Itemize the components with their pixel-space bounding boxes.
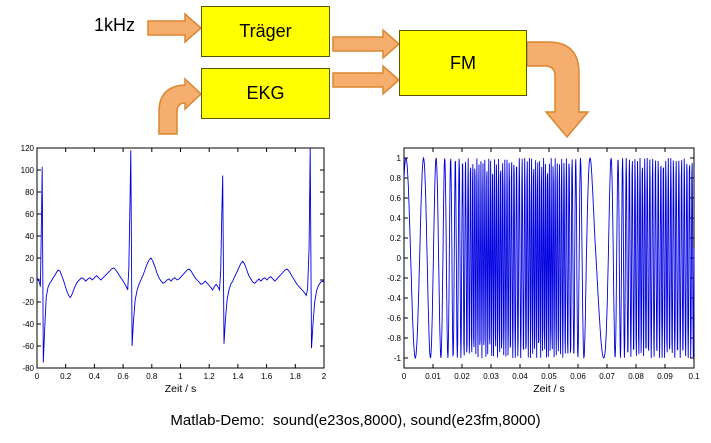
x-tick-label: 0.01: [425, 372, 441, 381]
ekg-plot: 0 0.2 0.4 0.6 0.8 1 1.2 1.4 1.6 1.8 2 -80 -60 -40 -20 0…: [8, 142, 330, 400]
traeger-box-label: Träger: [239, 21, 292, 41]
traeger-box: Träger: [201, 6, 330, 57]
arrow-ekg-to-fm: [332, 64, 401, 96]
x-tick-label: 1.6: [261, 372, 273, 381]
arrow-traeger-to-fm: [332, 28, 401, 60]
y-tick-label: 1: [397, 154, 402, 163]
fm-box-label: FM: [450, 52, 476, 73]
y-tick-label: 100: [21, 166, 35, 175]
y-tick-label: -60: [22, 342, 34, 351]
caption: Matlab-Demo: sound(e23os,8000), sound(e2…: [170, 412, 541, 429]
signal-trace: [36, 147, 325, 363]
plot-frame: [36, 147, 325, 369]
x-tick-label: 2: [322, 372, 327, 381]
y-tick-label: -20: [22, 298, 34, 307]
diagram-arrows: [147, 12, 590, 139]
x-axis-label: Zeit / s: [533, 383, 565, 395]
y-tick-label: -80: [22, 364, 34, 373]
x-tick-label: 0.04: [512, 372, 528, 381]
x-tick-label: 0.8: [146, 372, 158, 381]
y-tick-label: -0.4: [387, 294, 401, 303]
y-tick-label: -40: [22, 320, 34, 329]
x-tick-label: 0.6: [118, 372, 130, 381]
y-tick-label: 0.6: [390, 194, 402, 203]
y-tick-label: -1: [394, 354, 402, 363]
carrier-frequency-label: 1kHz: [94, 15, 136, 35]
signal-trace: [403, 156, 695, 360]
x-tick-label: 0: [402, 372, 407, 381]
fm-box: FM: [399, 30, 527, 96]
x-tick-label: 0.2: [60, 372, 72, 381]
ekg-box: EKG: [201, 68, 330, 119]
arrow-ekg-input-curved: [158, 77, 203, 135]
fm-chart-svg: 0 0.01 0.02 0.03 0.04 0.05 0.06 0.07 0.08 0.09 0.1…: [387, 147, 700, 395]
arrow-1khz-to-traeger: [147, 12, 203, 44]
x-tick-label: 1.8: [290, 372, 302, 381]
x-tick-label: 0.02: [454, 372, 470, 381]
x-tick-label: 0.03: [483, 372, 499, 381]
y-tick-label: 0.8: [390, 174, 402, 183]
y-tick-label: 0: [30, 276, 35, 285]
y-tick-label: 20: [25, 254, 34, 263]
x-tick-label: 1.4: [232, 372, 244, 381]
y-tick-label: 40: [25, 232, 34, 241]
x-tick-label: 0.05: [541, 372, 557, 381]
y-tick-label: 60: [25, 210, 34, 219]
arrow-fm-output-curved: [526, 41, 590, 139]
y-tick-label: 0: [397, 254, 402, 263]
ekg-box-label: EKG: [246, 83, 285, 103]
x-tick-label: 0.07: [599, 372, 615, 381]
fm-plot: 0 0.01 0.02 0.03 0.04 0.05 0.06 0.07 0.08 0.09 0.1…: [382, 142, 702, 400]
x-tick-label: 0.06: [570, 372, 586, 381]
x-axis-label: Zeit / s: [165, 383, 197, 395]
x-tick-label: 1: [178, 372, 183, 381]
y-tick-label: -0.6: [387, 314, 401, 323]
x-tick-label: 1.2: [204, 372, 216, 381]
y-tick-label: 80: [25, 188, 34, 197]
x-tick-label: 0.08: [628, 372, 644, 381]
y-tick-label: 0.4: [390, 214, 402, 223]
y-tick-label: -0.2: [387, 274, 401, 283]
x-tick-label: 0.09: [657, 372, 673, 381]
y-tick-label: 120: [21, 144, 35, 153]
ekg-chart-svg: 0 0.2 0.4 0.6 0.8 1 1.2 1.4 1.6 1.8 2 -80 -60 -40 -20 0…: [21, 144, 327, 395]
x-tick-label: 0.1: [688, 372, 700, 381]
x-tick-label: 0: [35, 372, 40, 381]
x-tick-label: 0.4: [89, 372, 101, 381]
y-tick-label: 0.2: [390, 234, 402, 243]
y-tick-label: -0.8: [387, 334, 401, 343]
signal-flow-diagram: 1kHz Träger EKG FM: [0, 0, 711, 145]
